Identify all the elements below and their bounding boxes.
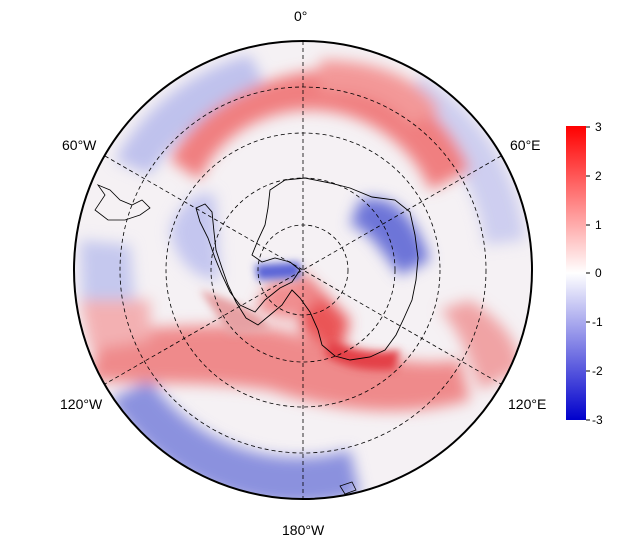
lon-label-60w: 60°W [62,137,97,153]
island-outline [339,481,357,495]
colorbar-tick-label: 0 [595,266,602,280]
lon-label-120e: 120°E [508,396,547,412]
colorbar-tick-label: 1 [595,218,602,232]
colorbar-tick-label: -1 [592,315,603,329]
colorbar-tick-label: 3 [595,120,602,134]
map-boundary [73,40,533,500]
lon-label-180w: 180°W [282,522,325,538]
colorbar [566,126,586,420]
colorbar-tick-label: 2 [595,169,602,183]
colorbar-tick-label: -3 [592,413,603,427]
lon-label-120w: 120°W [60,396,103,412]
lon-label-60e: 60°E [510,137,541,153]
colorbar-ticks [586,126,590,421]
lon-label-0: 0° [294,8,308,24]
antarctica-coastline [195,177,419,361]
colorbar-tick-label: -2 [592,364,603,378]
graticule [104,41,502,499]
south-america-coastline [94,184,151,221]
